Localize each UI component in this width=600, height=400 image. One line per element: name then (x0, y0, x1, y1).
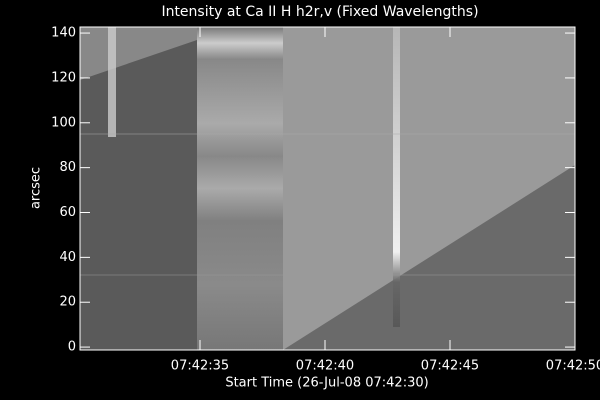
y-tick-label: 120 (51, 70, 76, 85)
x-tick-label: 07:42:35 (171, 359, 229, 374)
y-tick-label: 100 (51, 115, 76, 130)
x-axis-label: Start Time (26-Jul-08 07:42:30) (225, 376, 428, 391)
x-tick-label: 07:42:40 (296, 359, 354, 374)
y-tick-label: 0 (68, 340, 76, 355)
y-axis-label: arcsec (29, 167, 44, 209)
y-tick-label: 80 (59, 160, 76, 175)
x-tick-label: 07:42:50 (546, 359, 600, 374)
y-tick-label: 60 (59, 205, 76, 220)
plot-frame (79, 26, 576, 351)
chart-title: Intensity at Ca II H h2r,v (Fixed Wavele… (161, 4, 478, 20)
y-tick-label: 40 (59, 250, 76, 265)
image (80, 27, 575, 350)
x-tick-label: 07:42:45 (421, 359, 479, 374)
y-tick-label: 140 (51, 26, 76, 41)
y-tick-label: 20 (59, 295, 76, 310)
